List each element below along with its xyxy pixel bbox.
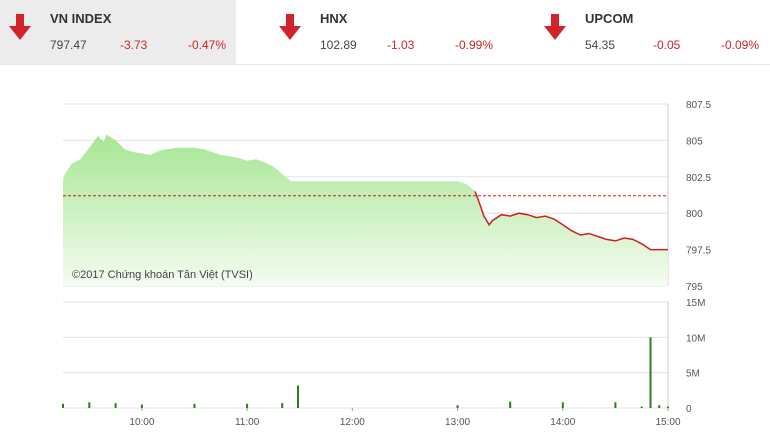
intraday-chart[interactable]: ©2017 Chứng khoán Tân Việt (TVSI) 807.58…	[0, 66, 770, 440]
index-change: -3.73	[120, 38, 148, 52]
index-hnx[interactable]: HNX 102.89 -1.03 -0.99%	[270, 0, 506, 64]
time-tick-label: 11:00	[235, 417, 260, 428]
index-percent: -0.99%	[455, 38, 494, 52]
volume-tick-label: 15M	[686, 298, 705, 309]
time-tick-label: 13:00	[445, 417, 470, 428]
index-ticker-bar: VN INDEX 797.47 -3.73 -0.47% HNX 102.89 …	[0, 0, 770, 65]
volume-bar	[649, 337, 652, 408]
time-tick-label: 10:00	[129, 417, 154, 428]
down-arrow-icon	[279, 14, 301, 40]
price-tick-label: 805	[686, 136, 703, 147]
volume-bar	[658, 405, 661, 408]
index-value: 54.35	[585, 38, 616, 52]
index-change: -0.05	[653, 38, 681, 52]
index-change: -1.03	[387, 38, 415, 52]
volume-bar	[297, 385, 299, 408]
volume-tick-label: 0	[686, 404, 692, 415]
volume-bar	[614, 402, 617, 408]
price-tick-label: 802.5	[686, 173, 711, 184]
down-arrow-icon	[9, 14, 31, 40]
index-upcom[interactable]: UPCOM 54.35 -0.05 -0.09%	[535, 0, 770, 64]
index-percent: -0.47%	[188, 38, 227, 52]
volume-bar	[140, 404, 143, 408]
price-area	[63, 134, 668, 286]
volume-bar	[640, 406, 643, 408]
time-tick-label: 14:00	[550, 417, 575, 428]
volume-bar	[114, 403, 117, 408]
volume-bar	[561, 402, 564, 408]
volume-bar	[88, 402, 91, 408]
index-vnindex[interactable]: VN INDEX 797.47 -3.73 -0.47%	[0, 0, 236, 64]
index-value: 797.47	[50, 38, 87, 52]
price-tick-label: 800	[686, 209, 703, 220]
volume-bar	[246, 403, 249, 408]
volume-bar	[667, 406, 669, 408]
index-percent: -0.09%	[721, 38, 760, 52]
price-line-below-reference	[474, 191, 668, 251]
volume-bar	[193, 403, 196, 408]
volume-bars	[62, 337, 669, 408]
volume-bar	[281, 403, 284, 408]
chart-credit: ©2017 Chứng khoán Tân Việt (TVSI)	[72, 269, 253, 281]
volume-bar	[456, 405, 459, 408]
volume-axis: 15M 10M 5M 0	[686, 298, 705, 415]
price-tick-label: 795	[686, 282, 703, 293]
time-tick-label: 12:00	[340, 417, 365, 428]
volume-tick-label: 5M	[686, 369, 700, 380]
time-tick-label: 15:00	[655, 417, 680, 428]
time-axis: 10:00 11:00 12:00 13:00 14:00 15:00	[129, 408, 681, 428]
index-value: 102.89	[320, 38, 357, 52]
index-name: UPCOM	[585, 11, 634, 26]
index-name: VN INDEX	[50, 11, 112, 26]
price-tick-label: 797.5	[686, 246, 711, 257]
volume-grid	[63, 301, 669, 409]
volume-bar	[509, 401, 512, 408]
volume-bar	[62, 403, 64, 408]
volume-tick-label: 10M	[686, 333, 705, 344]
index-name: HNX	[320, 11, 348, 26]
price-axis: 807.5 805 802.5 800 797.5 795	[686, 100, 711, 293]
price-tick-label: 807.5	[686, 100, 711, 111]
down-arrow-icon	[544, 14, 566, 40]
